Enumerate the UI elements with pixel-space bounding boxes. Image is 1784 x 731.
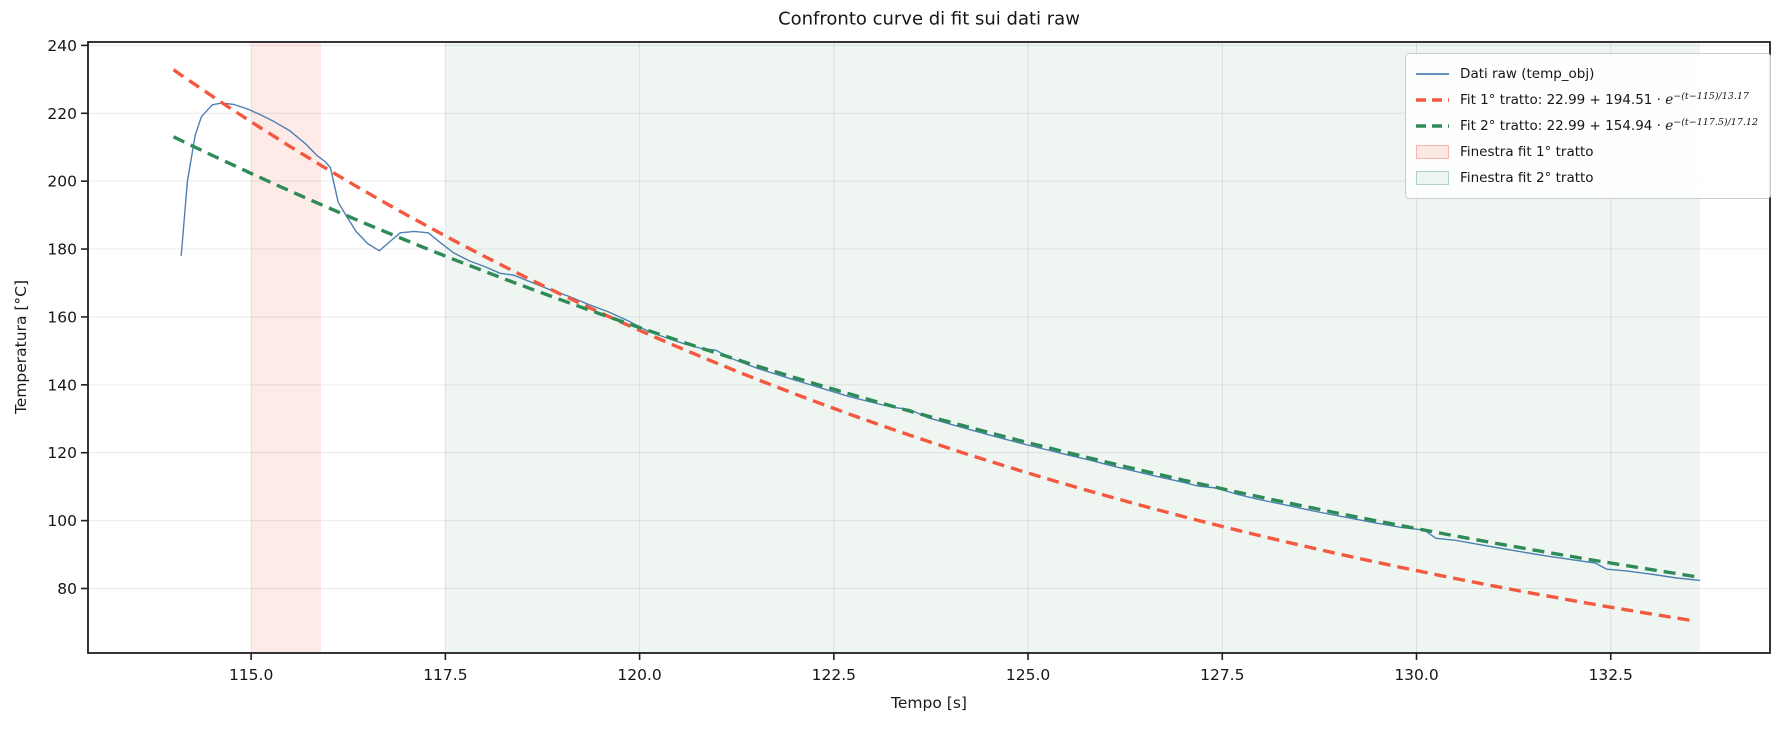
raw-data-line bbox=[180, 102, 1701, 582]
axes-frame bbox=[87, 41, 1771, 654]
swatch-line-icon bbox=[1416, 73, 1450, 75]
y-tick-label: 100 bbox=[47, 512, 77, 530]
fit1-line bbox=[172, 68, 1697, 623]
legend-patch-swatch bbox=[1416, 145, 1450, 159]
legend-item-label: Finestra fit 2° tratto bbox=[1460, 170, 1594, 186]
y-tick-label: 160 bbox=[47, 308, 77, 326]
x-axis-label: Tempo [s] bbox=[891, 694, 967, 712]
y-tick-label: 140 bbox=[47, 376, 77, 394]
legend-item-window2: Finestra fit 2° tratto bbox=[1416, 165, 1758, 191]
legend-item-fit2: Fit 2° tratto: 22.99 + 154.94 · e−(t−117… bbox=[1416, 113, 1758, 139]
swatch-line-icon bbox=[1416, 98, 1450, 102]
legend-line-swatch bbox=[1416, 70, 1450, 78]
legend-item-label: Dati raw (temp_obj) bbox=[1460, 66, 1595, 82]
x-tick-label: 132.5 bbox=[1589, 666, 1633, 684]
x-tick-label: 127.5 bbox=[1200, 666, 1244, 684]
x-tick-label: 117.5 bbox=[423, 666, 467, 684]
patch-color-box bbox=[1416, 171, 1450, 185]
legend-item-label: Fit 1° tratto: 22.99 + 194.51 · e−(t−115… bbox=[1460, 91, 1749, 108]
y-axis-label: Temperatura [°C] bbox=[12, 279, 30, 415]
y-tick-label: 120 bbox=[47, 444, 77, 462]
y-tick-label: 80 bbox=[57, 580, 77, 598]
x-tick-label: 125.0 bbox=[1006, 666, 1050, 684]
legend-exponent: −(t−117.5)/17.12 bbox=[1673, 117, 1758, 128]
x-tick-label: 130.0 bbox=[1394, 666, 1438, 684]
y-tick-label: 240 bbox=[47, 37, 77, 55]
fit2-line bbox=[172, 135, 1697, 579]
fit1-window-band bbox=[251, 42, 322, 653]
y-tick-label: 200 bbox=[47, 173, 77, 191]
legend-item-fit1: Fit 1° tratto: 22.99 + 194.51 · e−(t−115… bbox=[1416, 87, 1758, 113]
legend-patch-swatch bbox=[1416, 171, 1450, 185]
x-tick-label: 122.5 bbox=[812, 666, 856, 684]
legend-item-label: Fit 2° tratto: 22.99 + 154.94 · e−(t−117… bbox=[1460, 117, 1758, 134]
legend-item-raw: Dati raw (temp_obj) bbox=[1416, 61, 1758, 87]
legend: Dati raw (temp_obj) Fit 1° tratto: 22.99 … bbox=[1405, 53, 1771, 199]
y-tick-label: 220 bbox=[47, 105, 77, 123]
patch-color-box bbox=[1416, 145, 1450, 159]
chart-title: Confronto curve di fit sui dati raw bbox=[778, 8, 1080, 30]
swatch-line-icon bbox=[1416, 124, 1450, 128]
legend-item-window1: Finestra fit 1° tratto bbox=[1416, 139, 1758, 165]
legend-item-label: Finestra fit 1° tratto bbox=[1460, 144, 1594, 160]
y-tick-label: 180 bbox=[47, 241, 77, 259]
legend-line-swatch bbox=[1416, 96, 1450, 104]
legend-exponent: −(t−115)/13.17 bbox=[1673, 91, 1749, 102]
x-tick-label: 115.0 bbox=[229, 666, 273, 684]
legend-line-swatch bbox=[1416, 122, 1450, 130]
x-tick-label: 120.0 bbox=[617, 666, 661, 684]
